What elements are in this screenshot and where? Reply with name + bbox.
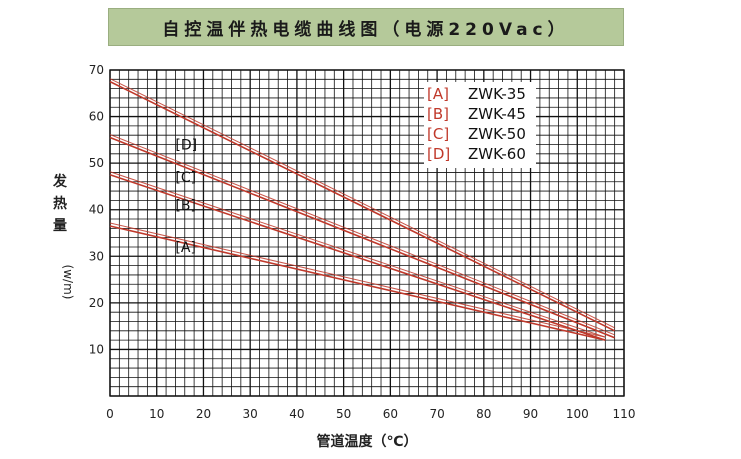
tick-labels: 0 10 20 30 40 50 60 70 80 90 100 110 10 20 30 40 50 60 70: [89, 63, 636, 421]
curve-label: [B]: [175, 198, 196, 214]
x-tick-label: 110: [613, 407, 636, 421]
legend-key: [B]: [427, 105, 449, 123]
axis-labels: 发热量 (w/m) 管道温度（℃）: [52, 173, 417, 450]
legend-key: [A]: [427, 85, 449, 103]
y-tick-label: 50: [89, 156, 104, 170]
y-axis-label-char: 发: [52, 173, 68, 190]
series-line-ZWK-45: [109, 174, 606, 341]
legend-key: [D]: [427, 145, 450, 163]
curve-labels: [A] [B] [C] [D]: [175, 138, 197, 256]
y-axis-label-char: 量: [53, 218, 67, 234]
chart-title-bar: 自控温伴热电缆曲线图（电源220Vac）: [108, 8, 624, 46]
x-tick-label: 100: [566, 407, 589, 421]
curve-label: [C]: [175, 170, 196, 186]
curves: [109, 78, 616, 341]
legend-label: ZWK-45: [468, 105, 526, 123]
legend-label: ZWK-50: [468, 125, 526, 143]
series-line-ZWK-60: [109, 80, 616, 332]
x-tick-label: 40: [289, 407, 304, 421]
y-tick-label: 10: [89, 342, 104, 356]
legend: [A] ZWK-35 [B] ZWK-45 [C] ZWK-50 [D] ZWK-60: [424, 82, 536, 168]
x-tick-label: 0: [106, 407, 114, 421]
y-axis-label-char: 热: [53, 195, 67, 212]
x-tick-label: 60: [383, 407, 398, 421]
x-tick-label: 80: [476, 407, 491, 421]
y-axis-unit: (w/m): [61, 265, 75, 300]
legend-label: ZWK-60: [468, 145, 526, 163]
chart-title: 自控温伴热电缆曲线图（电源220Vac）: [162, 19, 570, 40]
legend-box: [424, 82, 536, 168]
series-line-edge-ZWK-60: [109, 78, 615, 329]
grid: [109, 69, 625, 397]
x-tick-label: 70: [429, 407, 444, 421]
series-line-ZWK-35: [109, 225, 606, 341]
x-axis-label: 管道温度（℃）: [317, 433, 418, 450]
legend-label: ZWK-35: [468, 85, 526, 103]
y-tick-label: 30: [89, 249, 104, 263]
x-tick-label: 30: [243, 407, 258, 421]
x-tick-label: 10: [149, 407, 164, 421]
series-line-ZWK-50: [109, 136, 615, 339]
legend-key: [C]: [427, 125, 449, 143]
x-tick-label: 20: [196, 407, 211, 421]
x-tick-label: 90: [523, 407, 538, 421]
y-tick-label: 70: [89, 63, 104, 77]
y-tick-label: 20: [89, 296, 104, 310]
curve-label: [D]: [175, 138, 197, 154]
y-tick-label: 40: [89, 203, 104, 217]
curve-label: [A]: [175, 240, 196, 256]
series-line-edge-ZWK-50: [109, 134, 615, 336]
series-line-edge-ZWK-45: [109, 171, 606, 338]
x-tick-label: 50: [336, 407, 351, 421]
y-tick-label: 60: [89, 110, 104, 124]
series-line-edge-ZWK-35: [109, 222, 606, 338]
